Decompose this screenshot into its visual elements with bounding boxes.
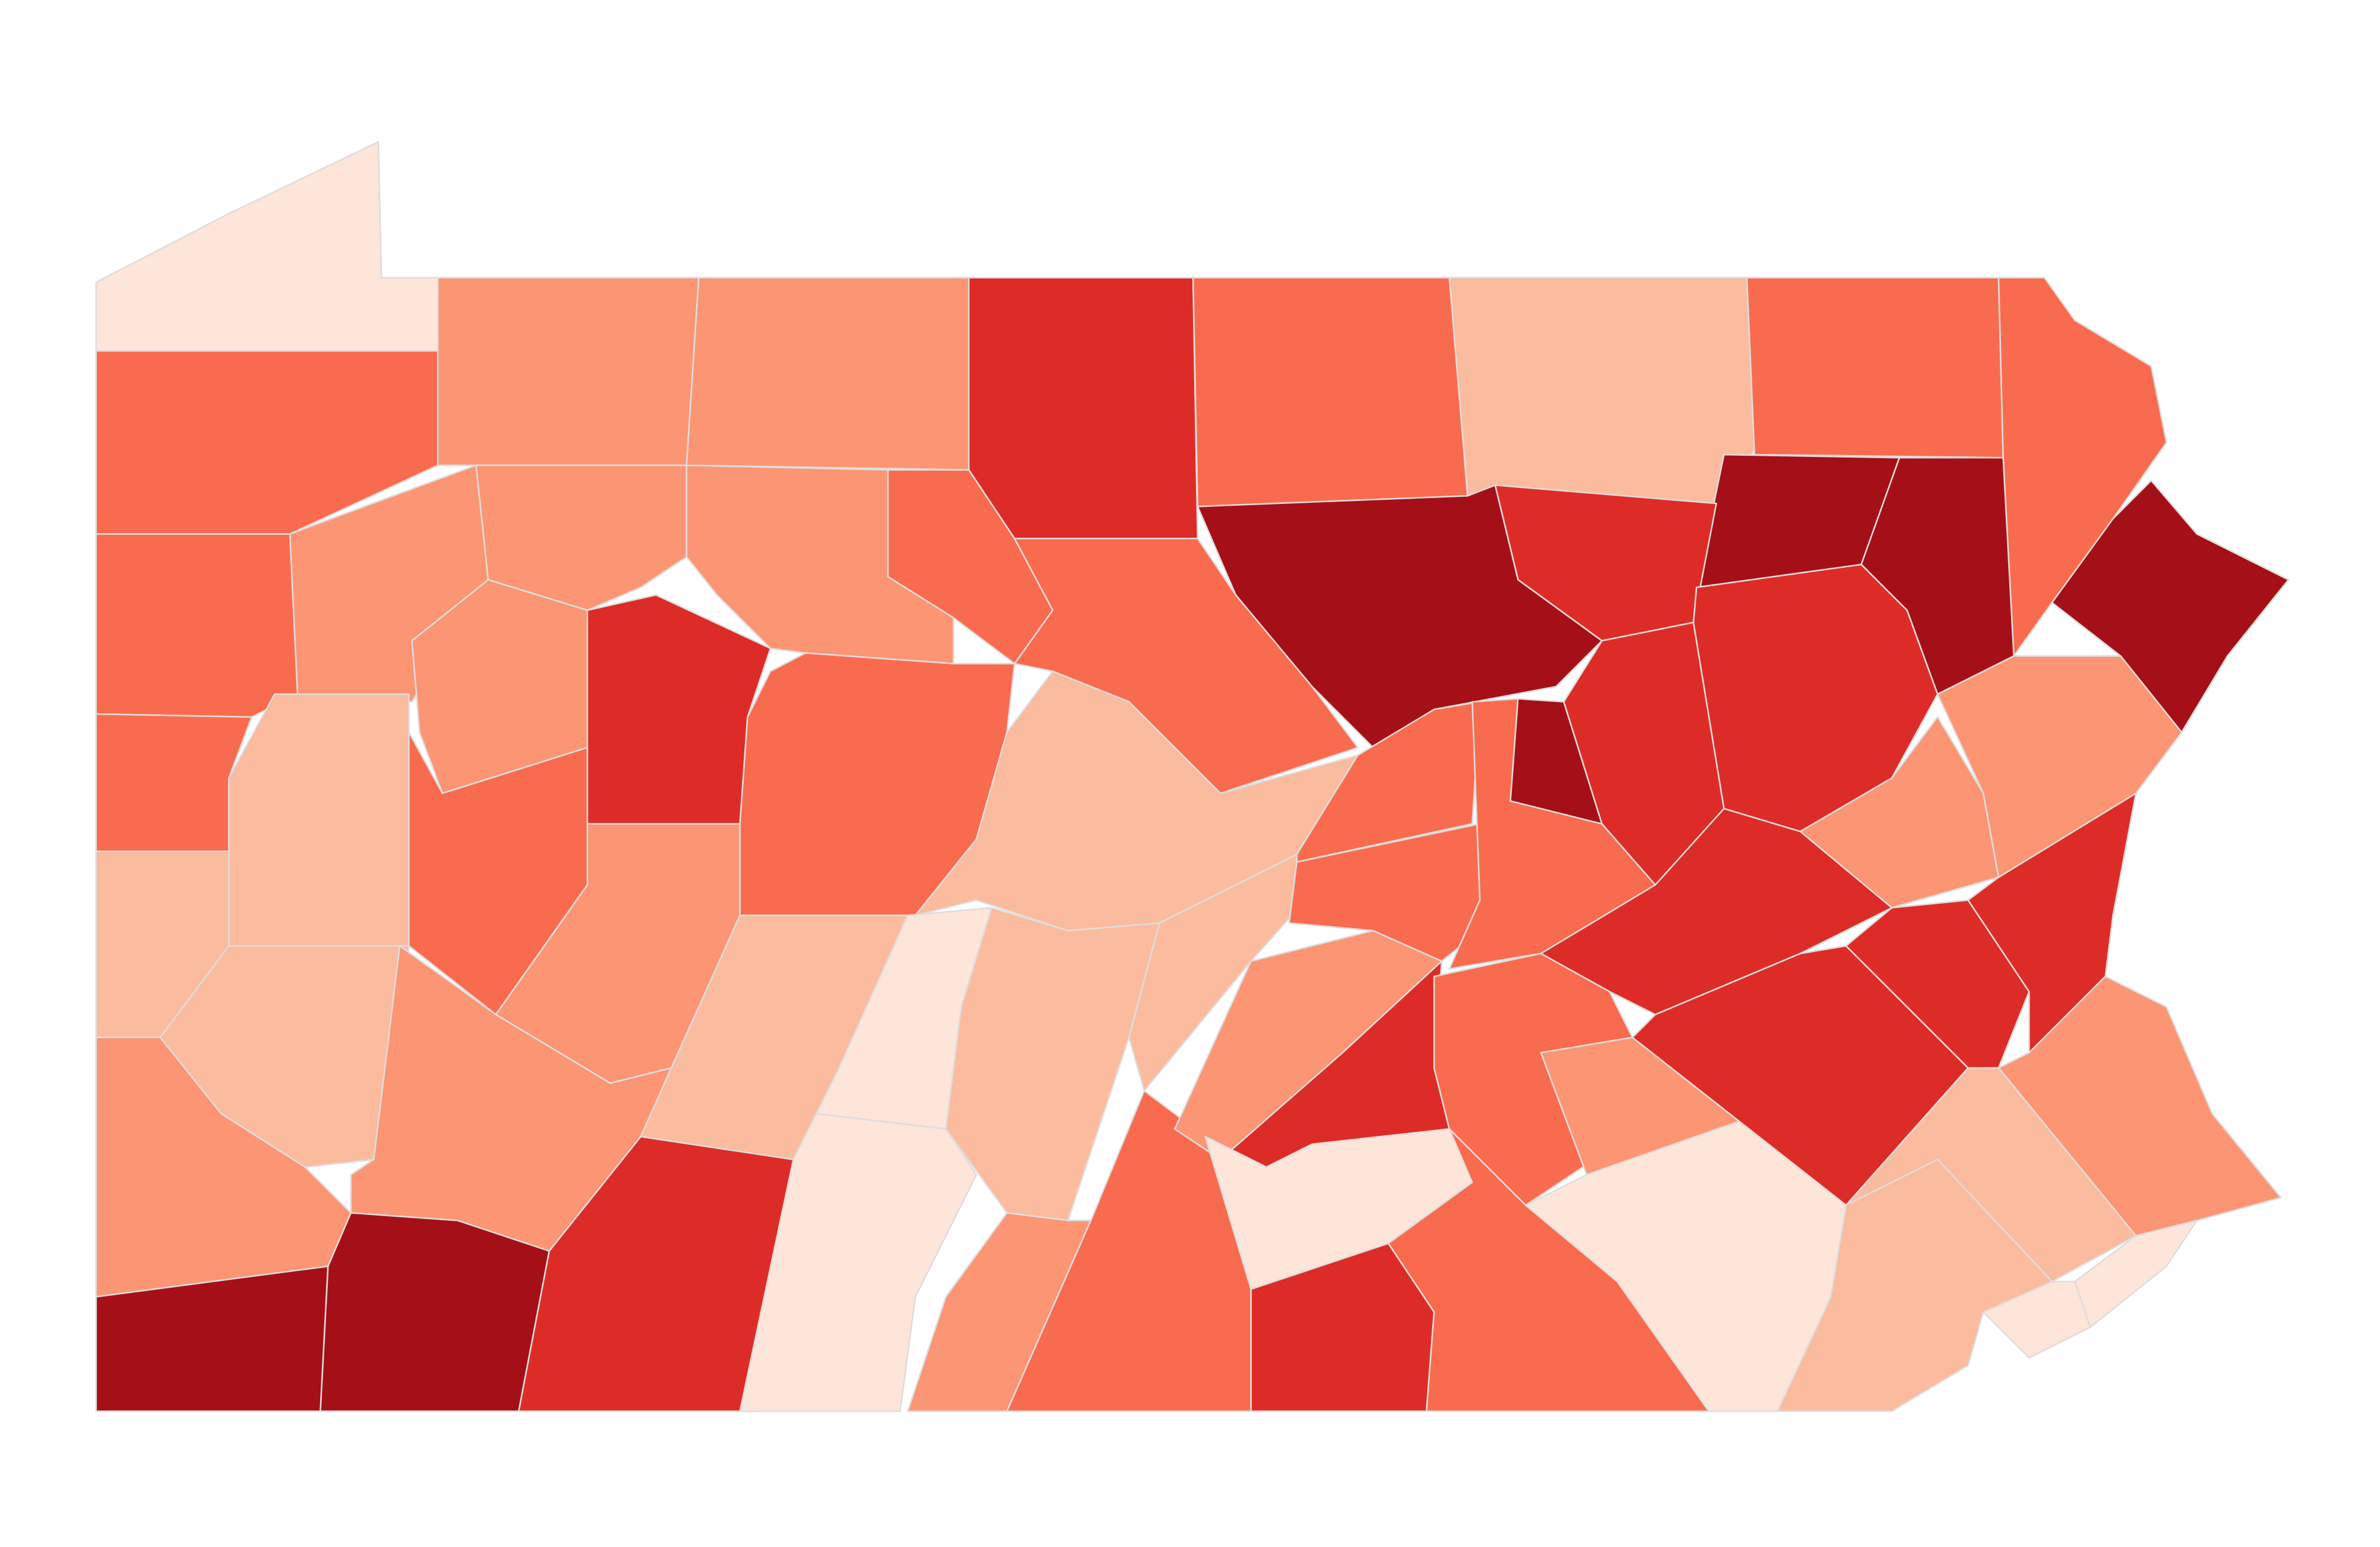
county (1746, 277, 2004, 459)
county (685, 277, 970, 471)
county (2074, 1220, 2198, 1329)
county (95, 533, 299, 718)
county (945, 907, 1161, 1222)
county (437, 277, 700, 466)
county (1448, 277, 1756, 505)
county (967, 277, 1199, 540)
county (1937, 655, 2182, 878)
county (1388, 1128, 1710, 1413)
county (320, 1212, 550, 1413)
county (1296, 701, 1481, 863)
county (228, 693, 410, 947)
county (95, 350, 439, 535)
county (1013, 537, 1359, 794)
county (95, 141, 439, 352)
county (1192, 277, 1468, 508)
